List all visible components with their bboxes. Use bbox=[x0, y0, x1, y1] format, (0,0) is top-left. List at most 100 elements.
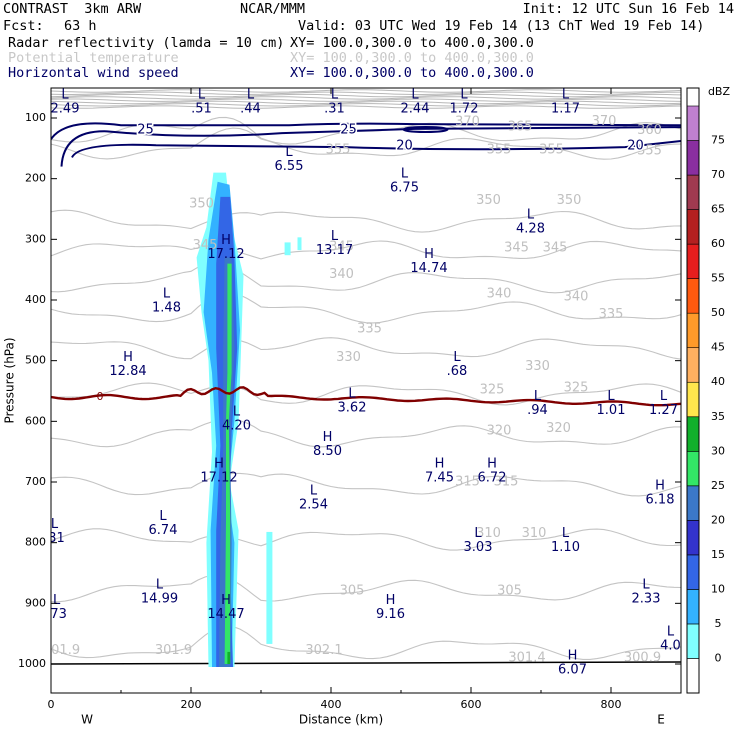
colorbar-level-label: 25 bbox=[711, 479, 725, 492]
extremum-value-label: 4.28 bbox=[516, 222, 545, 237]
colorbar-unit: dBZ bbox=[708, 85, 731, 98]
wind-contour-label: 20 bbox=[396, 138, 413, 153]
extremum-type-marker: H bbox=[386, 593, 396, 608]
reflectivity-cell-0 bbox=[285, 242, 291, 255]
reflectivity-cell-1 bbox=[266, 532, 272, 644]
extremum-type-marker: L bbox=[285, 145, 293, 160]
y-tick-label: 300 bbox=[25, 232, 46, 245]
colorbar-level-label: 75 bbox=[711, 134, 725, 147]
extremum-type-marker: L bbox=[562, 526, 570, 541]
colorbar-segment bbox=[687, 451, 699, 486]
extremum-value-label: 8.50 bbox=[313, 444, 342, 459]
colorbar-level-label: 65 bbox=[711, 203, 725, 216]
extremum-value-label: 1.27 bbox=[649, 403, 678, 418]
extremum-value-label: 17.12 bbox=[207, 247, 244, 262]
theta-label: 345 bbox=[543, 240, 568, 255]
colorbar-segment bbox=[687, 141, 699, 176]
cross-section-chart: 301.9 301.9 302.1 301.4 300.9305 305310 310315… bbox=[0, 0, 740, 740]
theta-label: 350 bbox=[557, 193, 582, 208]
theta-label: 300.9 bbox=[624, 650, 661, 665]
extremum-type-marker: L bbox=[53, 593, 61, 608]
extremum-type-marker: L bbox=[453, 350, 461, 365]
extremum-value-label: 6.75 bbox=[390, 180, 419, 195]
extremum-value-label: .44 bbox=[240, 101, 261, 116]
colorbar-segment bbox=[687, 279, 699, 314]
x-tick-label: 800 bbox=[601, 698, 622, 711]
colorbar-level-label: 70 bbox=[711, 168, 725, 181]
colorbar-segment bbox=[687, 417, 699, 452]
colorbar-level-label: 35 bbox=[711, 410, 725, 423]
theta-label: 320 bbox=[487, 424, 512, 439]
extremum-type-marker: H bbox=[487, 456, 497, 471]
y-tick-label: 100 bbox=[25, 111, 46, 124]
colorbar-segment bbox=[687, 555, 699, 590]
extremum-value-label: 1.10 bbox=[551, 540, 580, 555]
theta-label: 305 bbox=[497, 584, 522, 599]
colorbar-segment bbox=[687, 175, 699, 210]
extremum-type-marker: L bbox=[198, 87, 206, 102]
extremum-type-marker: L bbox=[401, 166, 409, 181]
reflectivity-band-5 bbox=[227, 652, 230, 664]
extremum-type-marker: H bbox=[323, 430, 333, 445]
colorbar-segment bbox=[687, 486, 699, 521]
colorbar-level-label: 20 bbox=[711, 513, 725, 526]
theta-label: 345 bbox=[504, 240, 529, 255]
x-axis-east-label: E bbox=[657, 713, 665, 727]
theta-label: 330 bbox=[525, 359, 550, 374]
freezing-level-label: 0 bbox=[97, 390, 104, 403]
extremum-value-label: .31 bbox=[44, 531, 65, 546]
colorbar-level-label: 55 bbox=[711, 272, 725, 285]
extremum-type-marker: L bbox=[51, 517, 59, 532]
extremum-type-marker: H bbox=[655, 479, 665, 494]
colorbar-segment bbox=[687, 244, 699, 279]
extremum-type-marker: L bbox=[474, 526, 482, 541]
theta-label: 320 bbox=[546, 421, 571, 436]
extremum-type-marker: L bbox=[61, 87, 69, 102]
colorbar-level-label: 0 bbox=[715, 651, 722, 664]
theta-label: 340 bbox=[564, 289, 589, 304]
extremum-type-marker: L bbox=[460, 87, 468, 102]
colorbar-segment bbox=[687, 210, 699, 245]
extremum-type-marker: H bbox=[214, 456, 224, 471]
extremum-value-label: 17.12 bbox=[200, 470, 237, 485]
extremum-value-label: .51 bbox=[191, 101, 212, 116]
theta-label: 370 bbox=[592, 114, 617, 129]
colorbar-segment bbox=[687, 520, 699, 555]
theta-label: 355 bbox=[539, 143, 564, 158]
colorbar-level-label: 50 bbox=[711, 306, 725, 319]
x-tick-label: 600 bbox=[461, 698, 482, 711]
wind-contour-label: 20 bbox=[627, 138, 644, 153]
theta-label: 350 bbox=[476, 193, 501, 208]
extremum-type-marker: H bbox=[435, 456, 445, 471]
theta-label: 325 bbox=[480, 382, 505, 397]
y-tick-label: 500 bbox=[25, 354, 46, 367]
colorbar-segment bbox=[687, 624, 699, 659]
extremum-value-label: 3.03 bbox=[464, 540, 493, 555]
colorbar-segment bbox=[687, 589, 699, 624]
extremum-value-label: 1.72 bbox=[450, 101, 479, 116]
extremum-type-marker: L bbox=[159, 509, 167, 524]
y-tick-label: 800 bbox=[25, 536, 46, 549]
extremum-type-marker: L bbox=[233, 405, 241, 420]
extremum-type-marker: L bbox=[247, 87, 255, 102]
reflectivity-cell-2 bbox=[298, 237, 302, 250]
colorbar-segment bbox=[687, 348, 699, 383]
colorbar-level-label: 60 bbox=[711, 237, 725, 250]
extremum-value-label: .94 bbox=[527, 403, 548, 418]
extremum-type-marker: L bbox=[607, 389, 615, 404]
extremum-value-label: 2.44 bbox=[401, 101, 430, 116]
extremum-value-label: 6.07 bbox=[558, 663, 587, 678]
extremum-type-marker: L bbox=[527, 208, 535, 223]
y-tick-label: 600 bbox=[25, 414, 46, 427]
extremum-value-label: 1.01 bbox=[597, 403, 626, 418]
extremum-type-marker: H bbox=[568, 649, 578, 664]
theta-label: 325 bbox=[564, 380, 589, 395]
extremum-value-label: .68 bbox=[447, 364, 468, 379]
theta-label: 360 bbox=[637, 123, 662, 138]
extremum-type-marker: L bbox=[163, 286, 171, 301]
extremum-value-label: 4.0 bbox=[660, 638, 681, 653]
extremum-type-marker: H bbox=[424, 247, 434, 262]
theta-label: 301.9 bbox=[155, 643, 192, 658]
extremum-type-marker: H bbox=[221, 233, 231, 248]
theta-label: 305 bbox=[340, 584, 365, 599]
